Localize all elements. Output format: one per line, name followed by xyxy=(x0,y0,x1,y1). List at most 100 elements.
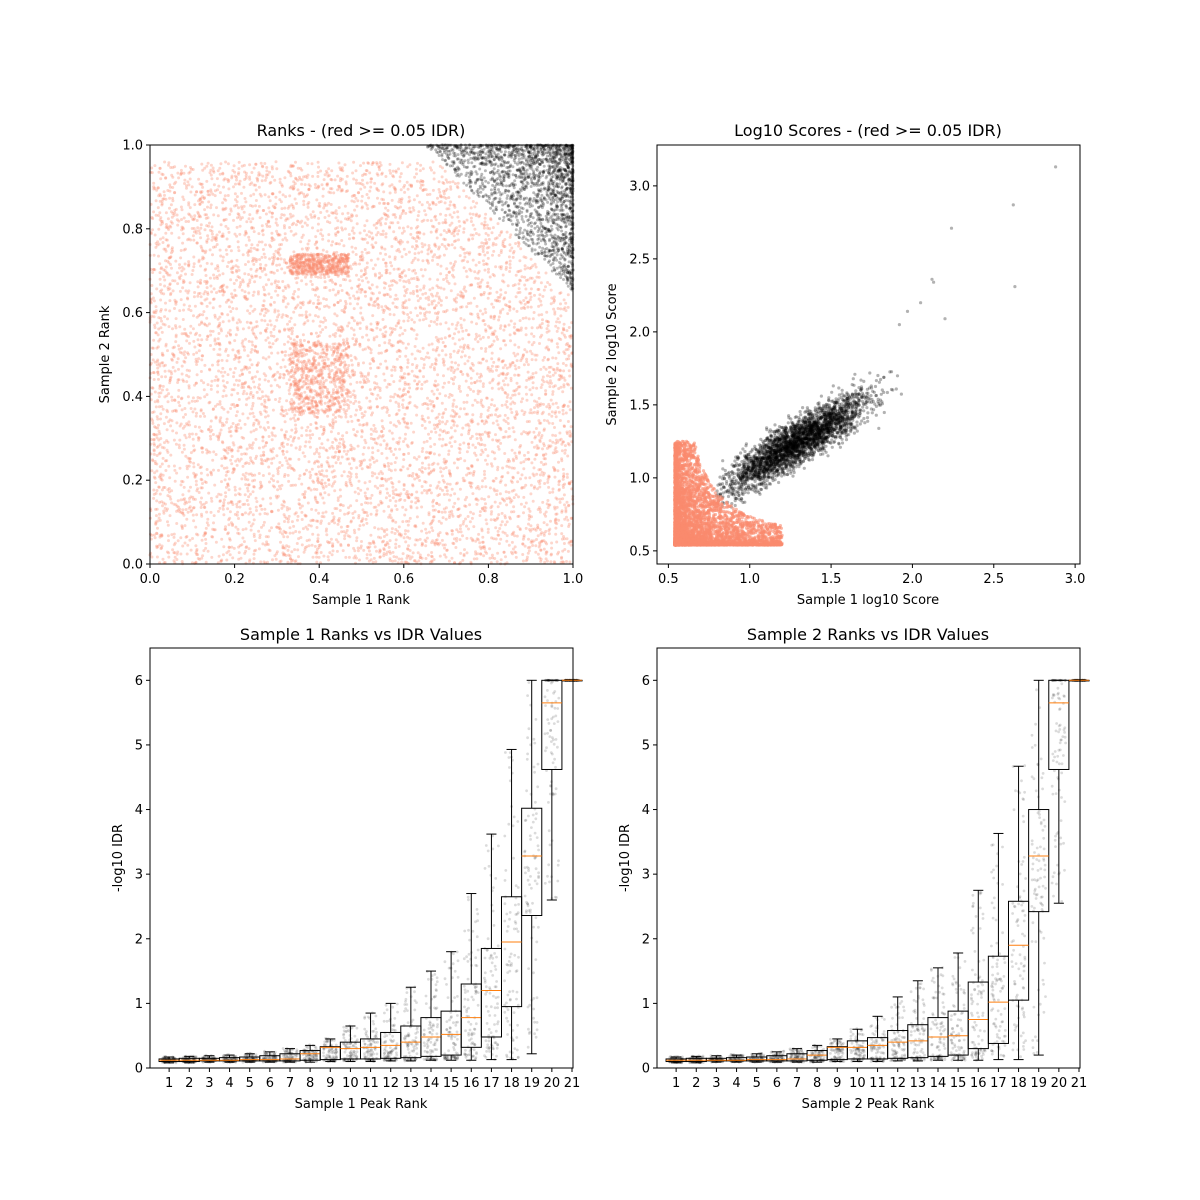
fail-point-292 xyxy=(444,178,448,182)
fail-point-1463 xyxy=(269,180,273,184)
fail-point-110 xyxy=(401,310,405,314)
fail-point-2349 xyxy=(404,354,408,358)
fail-point-2748 xyxy=(465,305,469,309)
fail-point-268 xyxy=(218,499,222,503)
fail-point-3415 xyxy=(233,293,237,297)
fail-point-3766 xyxy=(517,282,521,286)
fail-point-1173 xyxy=(547,485,551,489)
fail-point-459 xyxy=(433,384,437,388)
fail-point-4774 xyxy=(174,503,178,507)
fail-point-317 xyxy=(376,173,380,177)
fail-point-4237 xyxy=(484,349,488,353)
fail-point-3373 xyxy=(534,435,537,439)
fail-point-706 xyxy=(257,472,261,475)
fail-point-1135 xyxy=(561,362,565,365)
fail-point-169 xyxy=(323,216,327,219)
fail-point-4880 xyxy=(323,202,327,206)
fail-point-776 xyxy=(351,226,355,230)
fail-point-4405 xyxy=(173,191,177,195)
fail-point-1667 xyxy=(197,229,201,233)
fail-point-4187 xyxy=(326,414,330,418)
fail-point-4305 xyxy=(151,271,155,274)
fail-point-4771 xyxy=(317,546,321,549)
fail-point-1920 xyxy=(531,544,535,547)
fail-point-50 xyxy=(185,464,189,468)
fail-point-3370 xyxy=(370,493,374,497)
fail-point-705 xyxy=(415,405,419,409)
fail-point-2893 xyxy=(335,250,339,254)
fail-point-3889 xyxy=(398,275,402,279)
fail-point-1403 xyxy=(238,487,242,491)
rank-scatter-xlabel: Sample 1 Rank xyxy=(312,593,410,608)
fail-point-2265 xyxy=(525,420,529,424)
fail-point-2750 xyxy=(389,446,392,450)
fail-point-850 xyxy=(371,451,375,455)
fail-point-3868 xyxy=(475,502,479,506)
fail-point-1515 xyxy=(285,459,289,463)
fail-point-2928 xyxy=(301,233,305,237)
fail-point-4583 xyxy=(360,253,364,257)
fail-point-2931 xyxy=(485,359,489,363)
fail-point-4535 xyxy=(464,517,467,521)
fail-point-99 xyxy=(408,400,412,404)
fail-point-1922 xyxy=(160,375,164,379)
fail-point-320 xyxy=(181,508,185,512)
fail-point-2257 xyxy=(451,408,455,412)
fail-point-445 xyxy=(236,172,240,176)
fail-point-3840 xyxy=(430,168,433,172)
fail-point-3055 xyxy=(496,222,500,226)
fail-point-2625 xyxy=(425,536,429,540)
fail-point-3107 xyxy=(415,314,419,318)
fail-point-1104 xyxy=(383,530,387,534)
fail-point-1246 xyxy=(309,423,313,426)
fail-point-3763 xyxy=(476,422,480,426)
fail-point-4388 xyxy=(413,543,417,547)
fail-point-4134 xyxy=(403,437,407,441)
fail-point-4220 xyxy=(177,367,180,371)
fail-point-1598 xyxy=(544,285,547,289)
fail-point-2824 xyxy=(216,390,220,394)
fail-point-3976 xyxy=(234,525,238,529)
fail-point-1542 xyxy=(178,325,182,329)
rank-scatter-plot: 0.0 0.2 0.4 0.6 0.8 1.00.00.20.40.60.81.0 xyxy=(122,139,583,588)
fail-point-2146 xyxy=(365,181,369,185)
fail-point-2148 xyxy=(553,411,557,415)
fail-point-143 xyxy=(559,291,563,295)
fail-point-1489 xyxy=(192,449,196,453)
fail-point-1361 xyxy=(369,258,373,262)
fail-point-4832 xyxy=(167,551,171,555)
fail-point-2303 xyxy=(163,160,167,164)
fail-point-808 xyxy=(387,505,391,509)
fail-point-3455 xyxy=(433,306,436,310)
fail-point-1893 xyxy=(262,372,266,376)
fail-point-4376 xyxy=(512,249,516,253)
fail-point-3121 xyxy=(511,255,515,259)
fail-point-4384 xyxy=(173,165,177,169)
fail-point-2894 xyxy=(218,172,222,176)
fail-point-2270 xyxy=(275,318,279,322)
fail-point-1129 xyxy=(250,363,254,367)
fail-point-418 xyxy=(224,491,227,495)
fail-point-3323 xyxy=(360,385,364,389)
fail-point-3508 xyxy=(248,177,252,181)
fail-point-3085 xyxy=(233,366,237,370)
fail-point-2475 xyxy=(420,424,424,427)
fail-point-4422 xyxy=(373,472,377,476)
fail-point-3876 xyxy=(399,468,402,472)
fail-point-3776 xyxy=(233,288,237,292)
fail-point-259 xyxy=(192,295,196,299)
fail-point-3979 xyxy=(564,363,568,367)
fail-point-4089 xyxy=(469,471,472,475)
fail-point-3465 xyxy=(201,313,205,317)
fail-point-3902 xyxy=(221,374,225,378)
fail-point-1657 xyxy=(531,386,535,390)
fail-point-2240 xyxy=(431,200,435,204)
fail-point-979 xyxy=(257,185,261,189)
fail-point-2357 xyxy=(425,450,429,454)
fail-point-4463 xyxy=(385,367,389,371)
fail-point-4945 xyxy=(483,476,487,480)
fail-point-4182 xyxy=(277,286,281,290)
fail-point-359 xyxy=(220,284,224,288)
fail-point-2997 xyxy=(371,457,375,461)
fail-point-4329 xyxy=(352,319,356,323)
